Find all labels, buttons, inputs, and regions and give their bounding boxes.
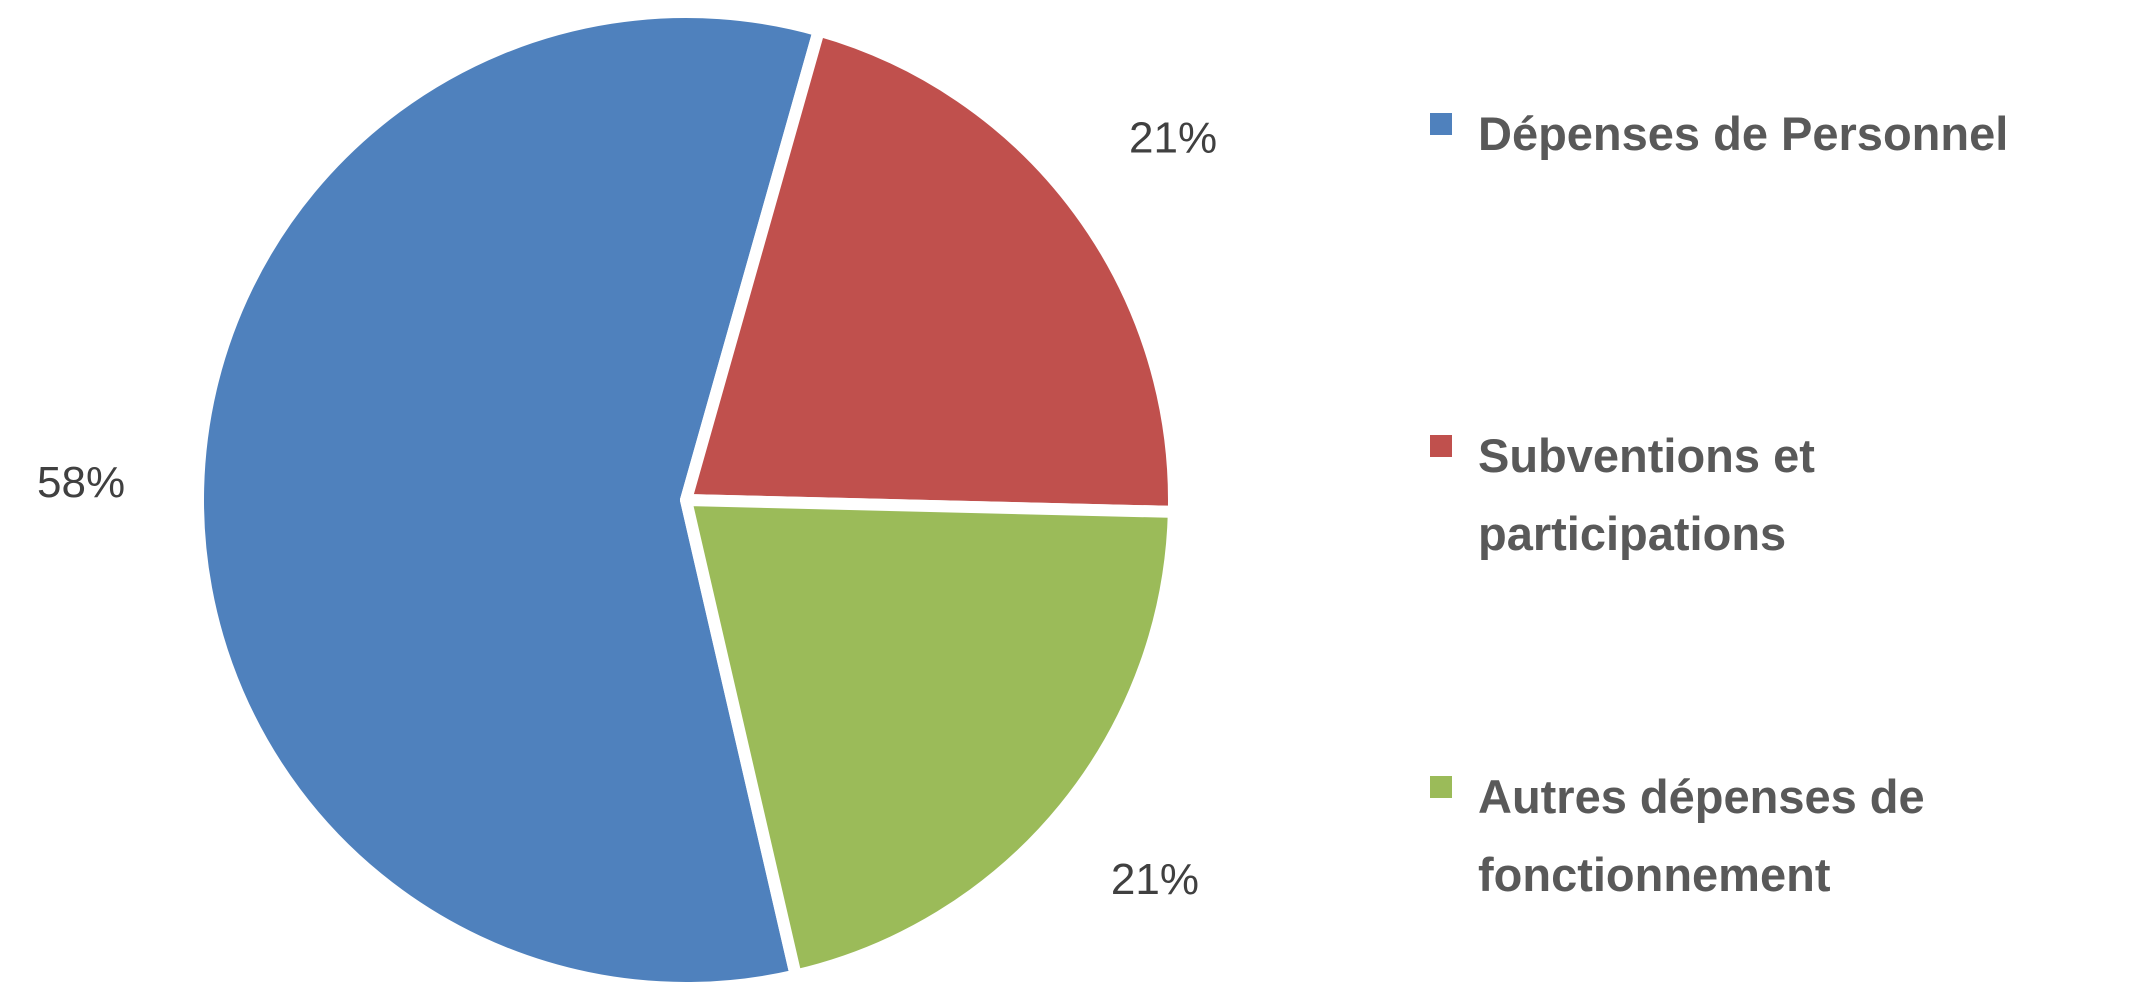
data-label: 21% <box>1111 855 1199 904</box>
legend-label: Subventions et participations <box>1478 429 1815 560</box>
pie-slice <box>680 24 1180 518</box>
legend-swatch <box>1430 435 1452 457</box>
pie-slice <box>680 494 1180 982</box>
legend-swatch <box>1430 113 1452 135</box>
legend-label: Dépenses de Personnel <box>1478 107 2009 160</box>
legend-swatch <box>1430 776 1452 798</box>
pie-slice <box>192 6 825 988</box>
legend-item: Subventions et participations <box>1430 417 2130 573</box>
data-label: 58% <box>37 458 125 507</box>
data-label: 21% <box>1129 114 1217 163</box>
legend-item: Autres dépenses de fonctionnement <box>1430 758 2130 914</box>
legend-label: Autres dépenses de fonctionnement <box>1478 770 1925 901</box>
legend-item: Dépenses de Personnel <box>1430 95 2130 173</box>
